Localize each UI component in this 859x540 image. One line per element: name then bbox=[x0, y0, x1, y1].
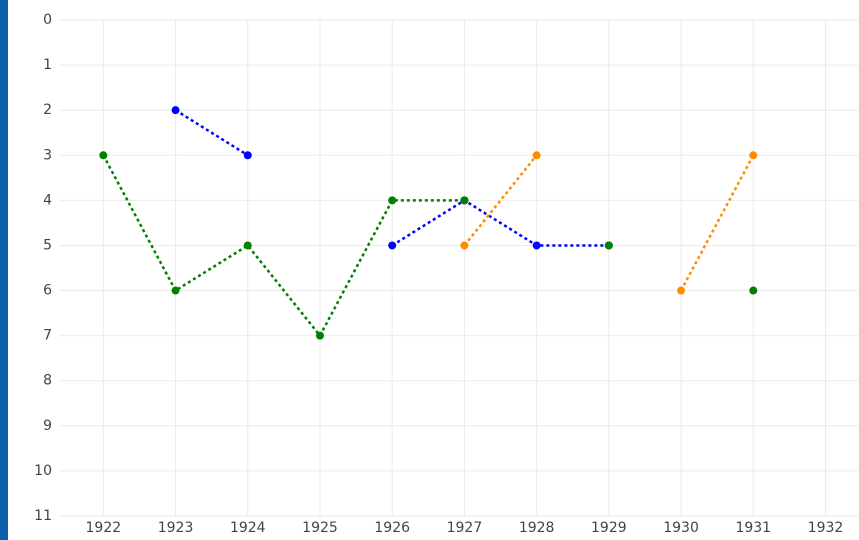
y-tick-label: 6 bbox=[43, 283, 52, 299]
data-point bbox=[388, 241, 397, 250]
data-point bbox=[99, 151, 108, 160]
data-point bbox=[532, 151, 541, 160]
y-tick-label: 3 bbox=[43, 147, 52, 163]
y-tick-label: 0 bbox=[43, 12, 52, 28]
data-point bbox=[749, 286, 758, 295]
y-tick-label: 2 bbox=[43, 102, 52, 118]
x-tick-label: 1924 bbox=[230, 520, 266, 536]
series-line bbox=[391, 198, 609, 247]
x-tick-label: 1931 bbox=[735, 520, 771, 536]
data-point bbox=[315, 331, 324, 340]
data-point bbox=[171, 106, 180, 115]
x-tick-label: 1926 bbox=[374, 520, 410, 536]
data-point bbox=[677, 286, 686, 295]
x-tick-label: 1923 bbox=[158, 520, 194, 536]
series-line bbox=[679, 154, 755, 292]
x-tick-label: 1928 bbox=[519, 520, 555, 536]
data-point bbox=[460, 241, 469, 250]
y-tick-label: 9 bbox=[43, 418, 52, 434]
y-tick-label: 1 bbox=[43, 57, 52, 73]
series-line bbox=[463, 154, 538, 247]
data-point bbox=[460, 196, 469, 205]
x-tick-label: 1932 bbox=[808, 520, 844, 536]
data-point bbox=[532, 241, 541, 250]
data-point bbox=[388, 196, 397, 205]
x-tick-label: 1929 bbox=[591, 520, 627, 536]
x-tick-label: 1925 bbox=[302, 520, 338, 536]
data-point bbox=[604, 241, 613, 250]
y-tick-label: 11 bbox=[34, 508, 52, 524]
series-line bbox=[174, 109, 249, 157]
y-tick-label: 7 bbox=[43, 328, 52, 344]
y-tick-label: 5 bbox=[43, 237, 52, 253]
x-tick-label: 1922 bbox=[86, 520, 122, 536]
x-tick-label: 1930 bbox=[663, 520, 699, 536]
data-point bbox=[243, 151, 252, 160]
series-line bbox=[102, 154, 465, 338]
y-tick-label: 8 bbox=[43, 373, 52, 389]
x-tick-label: 1927 bbox=[447, 520, 483, 536]
side-bar bbox=[0, 0, 8, 540]
data-point bbox=[749, 151, 758, 160]
y-tick-label: 10 bbox=[34, 463, 52, 479]
data-point bbox=[171, 286, 180, 295]
data-point bbox=[243, 241, 252, 250]
y-tick-label: 4 bbox=[43, 192, 52, 208]
